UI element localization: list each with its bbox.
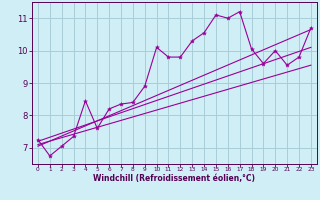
X-axis label: Windchill (Refroidissement éolien,°C): Windchill (Refroidissement éolien,°C) <box>93 174 255 183</box>
